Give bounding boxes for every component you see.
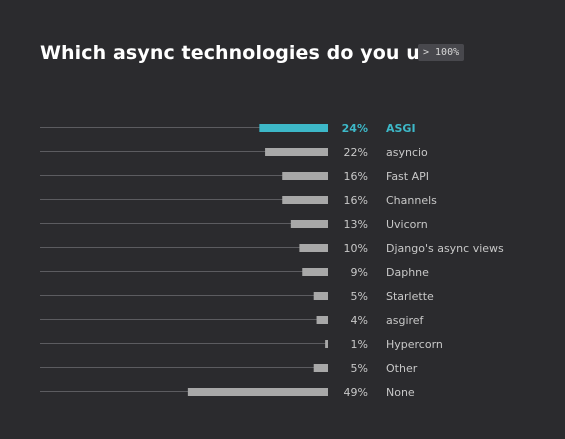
value-label: 22% (344, 146, 368, 159)
bar-hypercorn (325, 340, 328, 348)
bar-uvicorn (290, 220, 328, 228)
value-label: 9% (351, 266, 368, 279)
bar-channels (282, 196, 328, 204)
value-label: 5% (351, 362, 368, 375)
bar-none (187, 388, 328, 396)
category-label: Hypercorn (386, 338, 443, 351)
bar-daphne (302, 268, 328, 276)
value-label: 16% (344, 170, 368, 183)
bar-starlette (313, 292, 328, 300)
value-label: 5% (351, 290, 368, 303)
bar-fast-api (282, 172, 328, 180)
category-label: Starlette (386, 290, 434, 303)
value-label: 1% (351, 338, 368, 351)
multi-answer-badge: > 100% (418, 44, 465, 61)
category-label: Daphne (386, 266, 429, 279)
value-label: 49% (344, 386, 368, 399)
bar-asyncio (265, 148, 328, 156)
category-label: Channels (386, 194, 437, 207)
category-label: asgiref (386, 314, 425, 327)
chart-title: Which async technologies do you use? (40, 42, 456, 64)
category-label: Other (386, 362, 418, 375)
value-label: 10% (344, 242, 368, 255)
bar-other (313, 364, 328, 372)
category-label: None (386, 386, 415, 399)
category-label: ASGI (386, 122, 416, 135)
bar-asgiref (316, 316, 328, 324)
bar-asgi (259, 124, 328, 132)
category-label: Uvicorn (386, 218, 428, 231)
category-label: Django's async views (386, 242, 504, 255)
value-label: 4% (351, 314, 368, 327)
category-label: Fast API (386, 170, 429, 183)
bar-django-s-async-views (299, 244, 328, 252)
category-label: asyncio (386, 146, 428, 159)
value-label: 24% (342, 122, 368, 135)
value-label: 13% (344, 218, 368, 231)
value-label: 16% (344, 194, 368, 207)
